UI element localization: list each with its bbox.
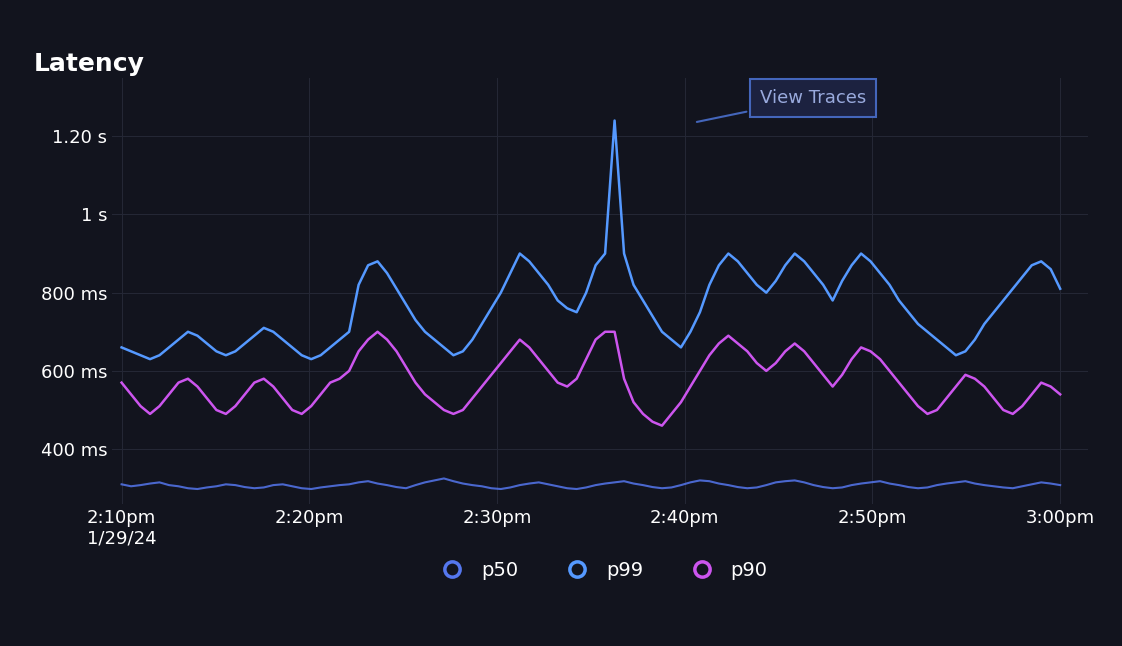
Legend: p50, p99, p90: p50, p99, p90 — [425, 554, 775, 588]
Text: Latency: Latency — [34, 52, 145, 76]
Text: View Traces: View Traces — [697, 89, 866, 122]
